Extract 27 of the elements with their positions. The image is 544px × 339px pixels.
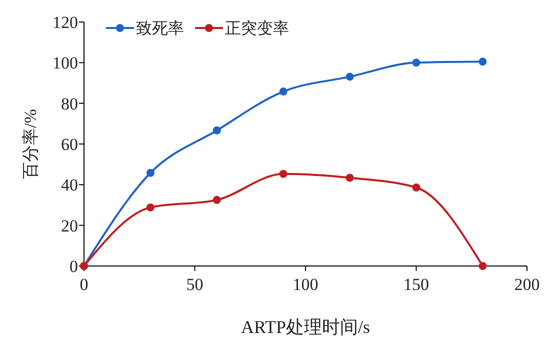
point [212, 126, 221, 134]
x-tick-label: 100 [292, 275, 318, 294]
point [212, 196, 221, 204]
y-axis-title: 百分率/% [21, 109, 40, 179]
point [146, 203, 154, 212]
x-tick-label: 150 [404, 275, 429, 294]
x-axis-title: ARTP处理时间/s [241, 317, 370, 337]
x-tick-label: 50 [186, 275, 204, 294]
y-tick-label: 0 [70, 256, 78, 276]
point [478, 58, 487, 66]
y-tick-label: 120 [52, 12, 78, 32]
point [146, 168, 154, 177]
point [279, 88, 288, 96]
point [478, 262, 487, 270]
point [346, 174, 354, 182]
y-tick-label: 40 [61, 176, 78, 195]
y-tick-label: 80 [61, 94, 78, 114]
y-tick-label: 20 [61, 216, 78, 236]
point [346, 72, 354, 81]
y-tick-label: 60 [61, 134, 78, 154]
legend-label: 正突变率 [225, 20, 289, 38]
point [279, 170, 288, 178]
legend-label: 致死率 [136, 20, 184, 38]
x-tick-label: 200 [514, 275, 540, 294]
point [412, 184, 420, 192]
y-tick-label: 100 [52, 54, 78, 73]
point [412, 58, 420, 67]
